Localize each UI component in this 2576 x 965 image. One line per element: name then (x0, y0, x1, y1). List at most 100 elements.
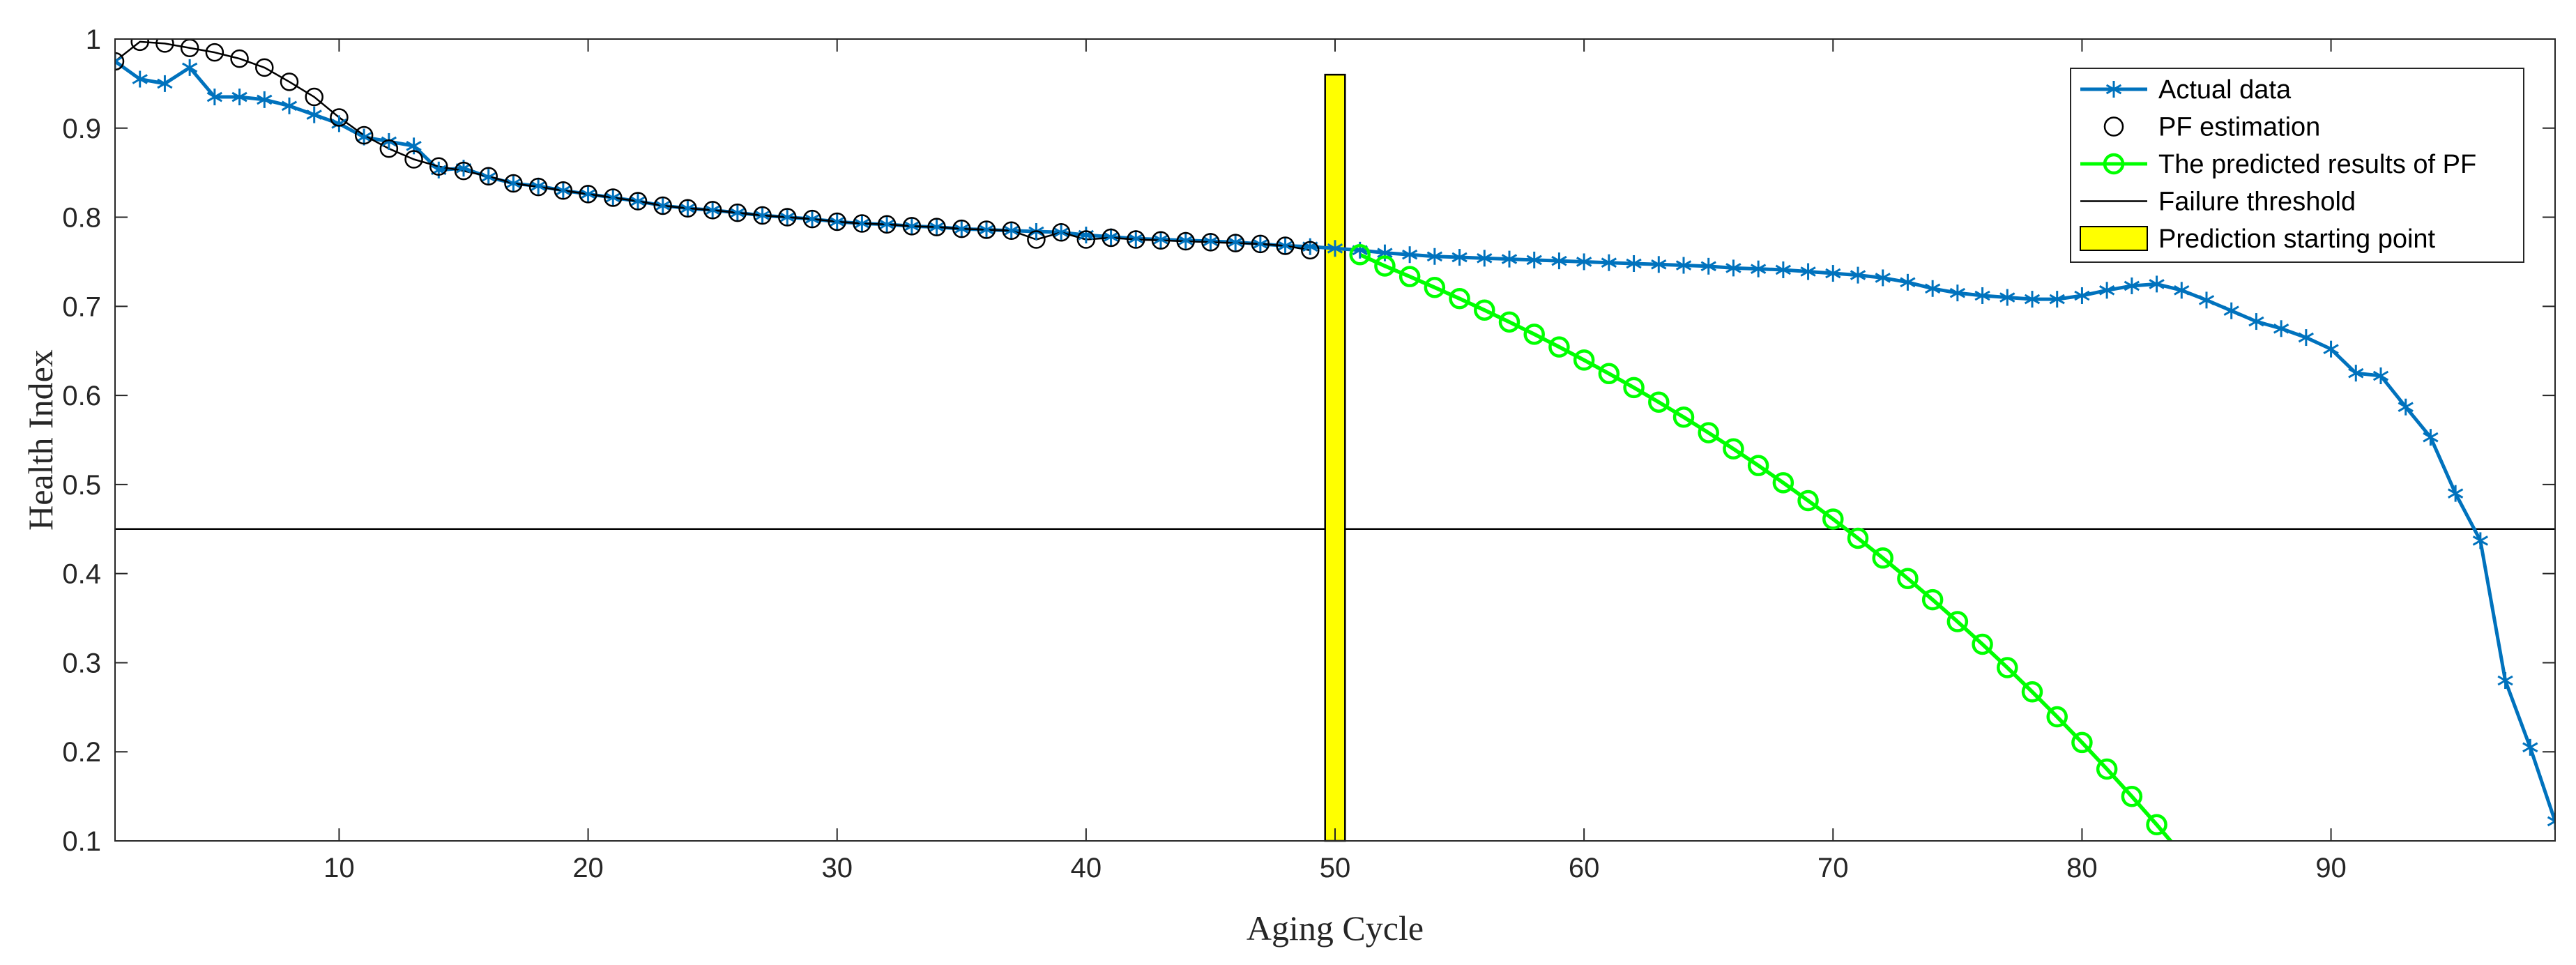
actual-data-point (257, 91, 273, 108)
pf-estimation-point (528, 177, 548, 197)
actual-data-point (2372, 367, 2389, 384)
pf-estimation-point (604, 188, 623, 207)
legend-label: PF estimation (2158, 113, 2320, 142)
predicted-result-point (2096, 758, 2118, 780)
actual-data-point (1875, 269, 1891, 287)
legend-key-prediction-start (2080, 226, 2148, 251)
actual-data-point (1949, 284, 1965, 302)
pf-estimation-point (454, 161, 473, 181)
predicted-result-point (1872, 547, 1893, 569)
actual-data-point (1850, 266, 1866, 284)
actual-data-point (1178, 231, 1194, 249)
x-tick-label: 60 (1569, 853, 1600, 883)
predicted-result-point (1997, 657, 2018, 678)
actual-data-point (1825, 265, 1841, 282)
pf-estimation-point (1076, 230, 1096, 249)
actual-data-point (2497, 672, 2513, 689)
actual-data-point (2105, 81, 2122, 98)
actual-data-point (281, 97, 298, 114)
pf-estimation-point (155, 39, 174, 53)
actual-data-point (2298, 329, 2314, 347)
legend-key-predicted-results (2080, 153, 2147, 175)
predicted-result-point (1398, 266, 1421, 287)
actual-data-point (729, 204, 745, 222)
actual-data-point (182, 59, 198, 76)
actual-data-point (2198, 291, 2215, 309)
pf-estimation-point (853, 214, 871, 233)
predicted-result-point (1822, 508, 1844, 530)
predicted-result-point (1797, 489, 1819, 512)
pf-estimation-point (205, 43, 224, 62)
predicted-result-point (1573, 349, 1595, 371)
x-tick-label: 20 (572, 853, 604, 883)
pf-estimation-point (877, 215, 897, 234)
predicted-result-point (1946, 611, 1969, 632)
legend-label: Actual data (2158, 75, 2292, 105)
pf-estimation-point (753, 206, 772, 225)
actual-data-point (705, 202, 721, 219)
pf-estimation-point (1226, 234, 1245, 252)
pf-estimation-point (579, 185, 597, 204)
actual-data-point (2074, 287, 2090, 304)
actual-data-point (2174, 282, 2190, 299)
predicted-result-point (1623, 377, 1645, 399)
y-tick-label: 0.4 (62, 559, 101, 590)
actual-data-point (231, 89, 247, 106)
pf-estimation-point (1176, 231, 1195, 251)
pf-estimation-point (977, 220, 996, 239)
actual-data-point (1402, 246, 1418, 264)
predicted-result-point (1548, 336, 1570, 358)
predicted-result-point (2021, 681, 2043, 703)
pf-estimation-point (902, 217, 922, 236)
predicted-result-point (1972, 633, 1993, 655)
pf-estimation-point (330, 108, 349, 127)
predicted-result-point (1598, 363, 1620, 385)
actual-data-point (1477, 250, 1493, 267)
predicted-result-point (1374, 255, 1396, 277)
y-tick-label: 0.9 (62, 114, 101, 144)
actual-data-point (555, 182, 571, 199)
actual-data-point (1775, 261, 1791, 278)
actual-data-point (954, 220, 970, 238)
predicted-result-point (2172, 845, 2190, 863)
actual-data-point (1203, 233, 1219, 250)
actual-data-point (754, 207, 770, 224)
y-tick-label: 0.2 (62, 737, 101, 768)
actual-data-point (331, 115, 347, 132)
predicted-result-point (1424, 276, 1446, 298)
pf-estimation-point (828, 212, 846, 231)
x-tick-label: 10 (323, 853, 355, 883)
actual-data-point (2547, 812, 2555, 830)
actual-data-point (1700, 257, 1716, 275)
predicted-result-point (1847, 527, 1869, 549)
prediction-start-bar (1324, 73, 1346, 842)
legend-label: Prediction starting point (2158, 225, 2436, 254)
actual-data-point (206, 89, 222, 106)
actual-data-point (157, 75, 173, 92)
predicted-result-point (2146, 814, 2167, 835)
actual-data-point (356, 128, 372, 146)
pf-estimation-point (1151, 231, 1171, 250)
pf-estimation-point (1102, 228, 1120, 248)
x-tick-label: 70 (1817, 853, 1849, 883)
legend-label: The predicted results of PF (2158, 150, 2476, 179)
pf-estimation-point (404, 150, 423, 169)
actual-data-point (1228, 234, 1244, 251)
predicted-result-point (1498, 311, 1521, 333)
predicted-result-point (1747, 455, 1769, 476)
pf-estimation-point (115, 52, 125, 71)
pf-estimation-point (429, 157, 448, 176)
y-axis-label: Health Index (21, 349, 60, 531)
predicted-result-point (1523, 324, 1545, 345)
actual-data-point (1426, 248, 1442, 265)
predicted-result-point (2197, 874, 2216, 892)
actual-data-point (829, 213, 845, 230)
predicted-result-point (1723, 438, 1744, 460)
actual-data-point (655, 197, 671, 214)
y-tick-label: 0.3 (62, 648, 101, 678)
actual-data-point (1327, 240, 1343, 257)
actual-data-point (1103, 228, 1119, 245)
actual-data-point (904, 218, 920, 235)
actual-data-point (1576, 253, 1592, 271)
pf-estimation-point (354, 126, 374, 145)
